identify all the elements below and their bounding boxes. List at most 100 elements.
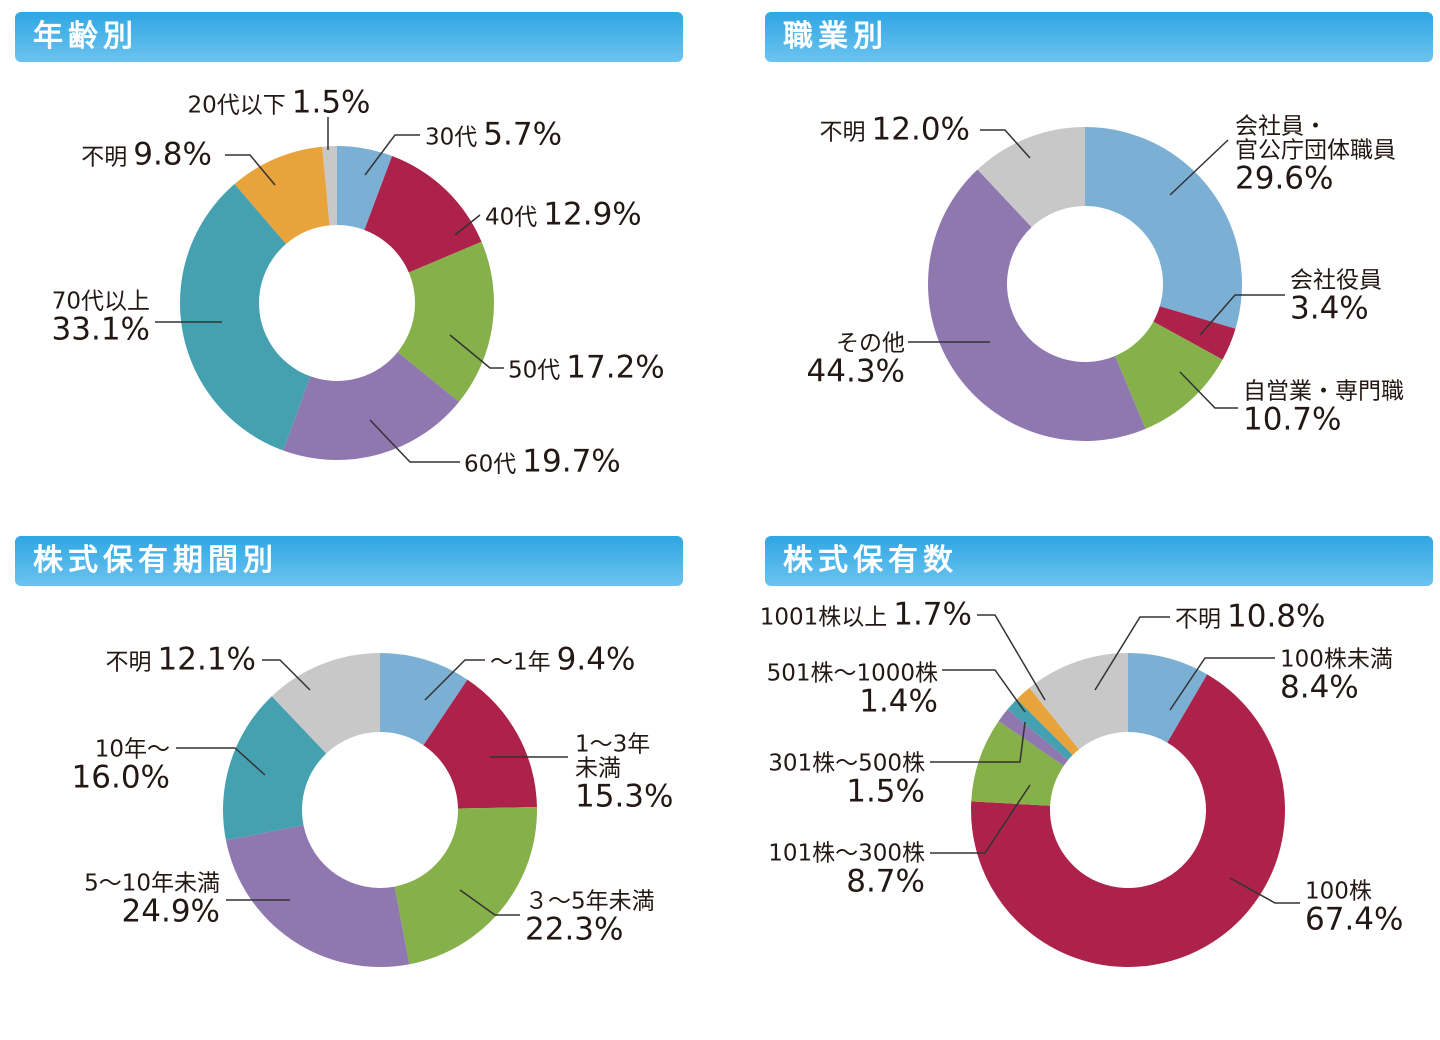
leader-line bbox=[424, 659, 485, 701]
category-label: 501株〜1000株 bbox=[766, 660, 938, 687]
leader-line bbox=[225, 154, 276, 186]
donut-slice bbox=[234, 146, 330, 244]
donut-slice bbox=[1128, 653, 1208, 743]
slice-label: 100株 67.4% bbox=[1305, 880, 1403, 937]
donut-slice bbox=[1016, 687, 1079, 755]
leader-line bbox=[176, 747, 266, 776]
value-label: 17.2% bbox=[566, 349, 665, 386]
category-label: 40代 bbox=[485, 204, 538, 231]
panel-header: 年齢別 bbox=[15, 12, 683, 62]
category-label: 60代 bbox=[464, 451, 517, 478]
leader-line bbox=[1094, 616, 1170, 691]
category-label: 70代以上 bbox=[51, 288, 150, 315]
value-label: 5.7% bbox=[483, 116, 563, 153]
donut-slice bbox=[364, 155, 482, 273]
value-label: 15.3% bbox=[575, 778, 674, 815]
value-label: 8.7% bbox=[846, 863, 925, 900]
donut-slice bbox=[1007, 699, 1073, 760]
category-label: 100株未満 bbox=[1280, 646, 1393, 673]
category-label: 301株〜500株 bbox=[768, 750, 925, 777]
leader-line bbox=[1169, 657, 1275, 711]
slice-label: 1001株以上 1.7% bbox=[759, 598, 972, 632]
donut-slice bbox=[1153, 306, 1236, 360]
leader-line bbox=[942, 669, 1026, 713]
slice-label: その他 44.3% bbox=[807, 332, 905, 389]
leader-line bbox=[930, 721, 1026, 763]
value-label: 67.4% bbox=[1305, 901, 1404, 938]
category-label: 会社役員 bbox=[1290, 267, 1382, 294]
category-label: 30代 bbox=[425, 124, 478, 151]
slice-label: 60代 19.7% bbox=[464, 443, 621, 480]
leader-line bbox=[454, 214, 481, 236]
panel-header: 株式保有期間別 bbox=[15, 536, 683, 586]
slice-label: ３〜5年未満 22.3% bbox=[525, 890, 655, 947]
donut-slice bbox=[337, 146, 393, 230]
slice-label: 101株〜300株 8.7% bbox=[768, 842, 925, 899]
slice-label: 50代 17.2% bbox=[508, 349, 665, 386]
leader-line bbox=[1169, 139, 1229, 196]
donut-slice bbox=[380, 653, 468, 746]
category-label: 会社員・ 官公庁団体職員 bbox=[1235, 113, 1396, 164]
donut-slice bbox=[1085, 127, 1242, 329]
category-label: 〜1年 bbox=[490, 649, 551, 676]
value-label: 9.8% bbox=[133, 136, 212, 173]
value-label: 12.9% bbox=[543, 196, 642, 233]
donut-slice bbox=[180, 184, 311, 451]
slice-label: 301株〜500株 1.5% bbox=[768, 752, 925, 809]
donut-slice bbox=[283, 352, 459, 460]
category-label: 1001株以上 bbox=[759, 604, 888, 631]
value-label: 22.3% bbox=[525, 911, 624, 948]
donut-slice bbox=[971, 674, 1286, 967]
category-label: 20代以下 bbox=[187, 92, 286, 119]
slice-label: 不明 12.0% bbox=[819, 111, 970, 148]
slice-label: 会社員・ 官公庁団体職員 29.6% bbox=[1235, 113, 1396, 196]
category-label: 不明 bbox=[105, 649, 152, 676]
donut-slice bbox=[223, 696, 327, 841]
leader-line bbox=[449, 334, 504, 369]
value-label: 10.8% bbox=[1227, 598, 1326, 635]
value-label: 44.3% bbox=[806, 353, 905, 390]
slice-label: 30代 5.7% bbox=[425, 116, 563, 153]
slice-label: 不明 9.8% bbox=[81, 136, 212, 173]
donut-slice bbox=[394, 807, 537, 965]
leader-line bbox=[459, 889, 520, 916]
leader-line bbox=[977, 614, 1046, 701]
value-label: 24.9% bbox=[121, 893, 220, 930]
category-label: 10年〜 bbox=[94, 736, 170, 763]
value-label: 8.4% bbox=[1280, 669, 1359, 706]
slice-label: 100株未満 8.4% bbox=[1280, 648, 1393, 705]
donut-slice bbox=[927, 169, 1146, 442]
value-label: 1.5% bbox=[291, 84, 371, 121]
category-label: 100株 bbox=[1305, 878, 1372, 905]
slice-label: 40代 12.9% bbox=[485, 196, 642, 233]
category-label: 101株〜300株 bbox=[768, 840, 925, 867]
category-label: 50代 bbox=[508, 357, 561, 384]
category-label: 不明 bbox=[819, 119, 866, 146]
slice-label: 1〜3年 未満 15.3% bbox=[575, 732, 674, 815]
donut-slice bbox=[423, 679, 537, 809]
value-label: 1.5% bbox=[846, 773, 925, 810]
slice-label: 不明 12.1% bbox=[105, 643, 256, 677]
slice-label: 70代以上 33.1% bbox=[52, 290, 150, 347]
leader-line bbox=[364, 134, 420, 176]
slice-label: 20代以下 1.5% bbox=[187, 84, 371, 121]
donut-slice bbox=[998, 709, 1069, 766]
leader-line bbox=[980, 129, 1031, 159]
category-label: 不明 bbox=[1175, 606, 1221, 633]
slice-label: 501株〜1000株 1.4% bbox=[767, 662, 938, 719]
panel-header: 株式保有数 bbox=[765, 536, 1433, 586]
slice-label: 5〜10年未満 24.9% bbox=[84, 872, 220, 929]
category-label: 5〜10年未満 bbox=[84, 870, 220, 897]
donut-slice bbox=[322, 146, 337, 226]
value-label: 1.4% bbox=[859, 683, 938, 720]
value-label: 33.1% bbox=[51, 311, 150, 348]
donut-slice bbox=[977, 127, 1085, 228]
value-label: 12.0% bbox=[871, 111, 970, 148]
value-label: 10.7% bbox=[1243, 401, 1342, 438]
value-label: 3.4% bbox=[1290, 290, 1369, 327]
leader-line bbox=[930, 784, 1031, 854]
category-label: 不明 bbox=[81, 144, 128, 171]
panel-header: 職業別 bbox=[765, 12, 1433, 62]
value-label: 19.7% bbox=[522, 443, 621, 480]
